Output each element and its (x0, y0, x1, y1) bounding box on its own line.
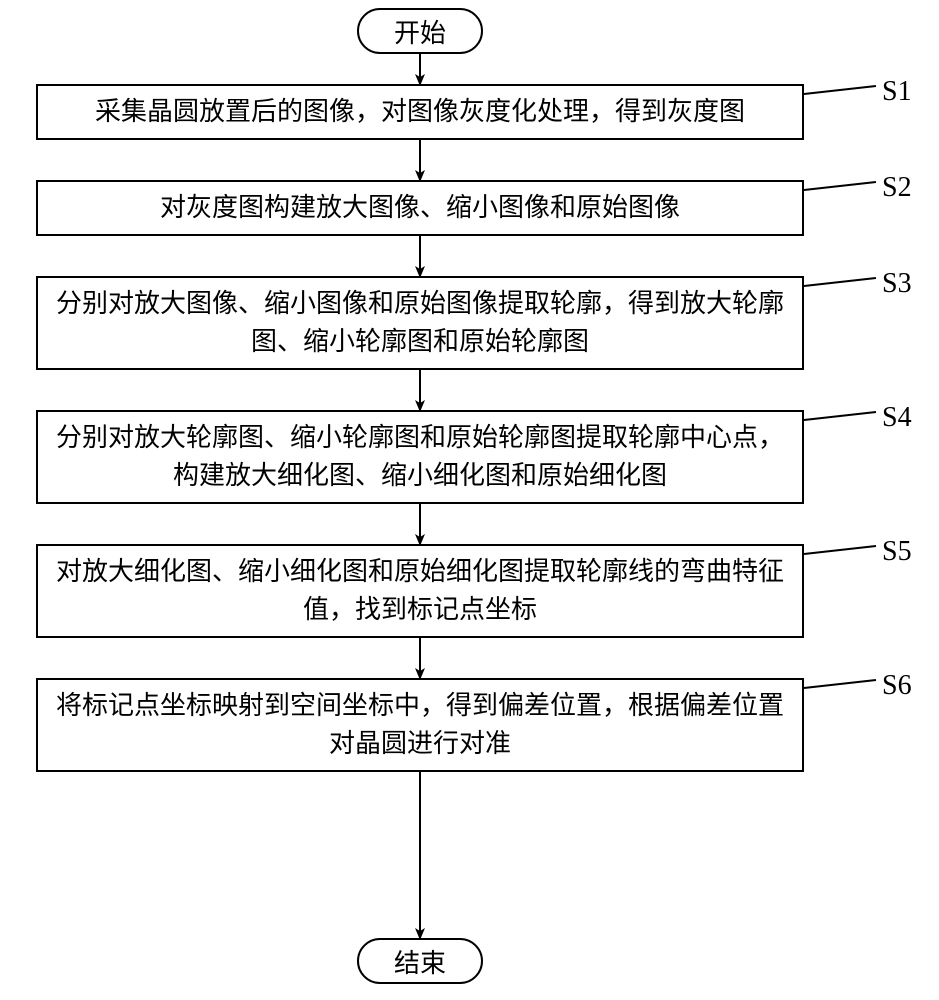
process-s5: 对放大细化图、缩小细化图和原始细化图提取轮廓线的弯曲特征值，找到标记点坐标 (36, 544, 804, 638)
step-label-s1: S1 (882, 76, 912, 108)
step-label-s6: S6 (882, 670, 912, 702)
terminal-start-text: 开始 (394, 13, 446, 50)
terminal-end-text: 结束 (394, 943, 446, 980)
process-s3: 分别对放大图像、缩小图像和原始图像提取轮廓，得到放大轮廓图、缩小轮廓图和原始轮廓… (36, 276, 804, 370)
step-label-s2: S2 (882, 172, 912, 204)
step-label-s5: S5 (882, 536, 912, 568)
flowchart-canvas: 开始 采集晶圆放置后的图像，对图像灰度化处理，得到灰度图 对灰度图构建放大图像、… (0, 0, 939, 1000)
step-label-s4: S4 (882, 402, 912, 434)
process-s3-text: 分别对放大图像、缩小图像和原始图像提取轮廓，得到放大轮廓图、缩小轮廓图和原始轮廓… (52, 285, 788, 360)
process-s4: 分别对放大轮廓图、缩小轮廓图和原始轮廓图提取轮廓中心点，构建放大细化图、缩小细化… (36, 410, 804, 504)
process-s5-text: 对放大细化图、缩小细化图和原始细化图提取轮廓线的弯曲特征值，找到标记点坐标 (52, 553, 788, 628)
step-label-s3: S3 (882, 268, 912, 300)
terminal-end: 结束 (357, 938, 483, 984)
process-s4-text: 分别对放大轮廓图、缩小轮廓图和原始轮廓图提取轮廓中心点，构建放大细化图、缩小细化… (52, 419, 788, 494)
process-s6-text: 将标记点坐标映射到空间坐标中，得到偏差位置，根据偏差位置对晶圆进行对准 (52, 687, 788, 762)
process-s1: 采集晶圆放置后的图像，对图像灰度化处理，得到灰度图 (36, 84, 804, 140)
process-s2-text: 对灰度图构建放大图像、缩小图像和原始图像 (160, 189, 680, 227)
process-s1-text: 采集晶圆放置后的图像，对图像灰度化处理，得到灰度图 (95, 93, 745, 131)
process-s2: 对灰度图构建放大图像、缩小图像和原始图像 (36, 180, 804, 236)
process-s6: 将标记点坐标映射到空间坐标中，得到偏差位置，根据偏差位置对晶圆进行对准 (36, 678, 804, 772)
terminal-start: 开始 (357, 8, 483, 54)
